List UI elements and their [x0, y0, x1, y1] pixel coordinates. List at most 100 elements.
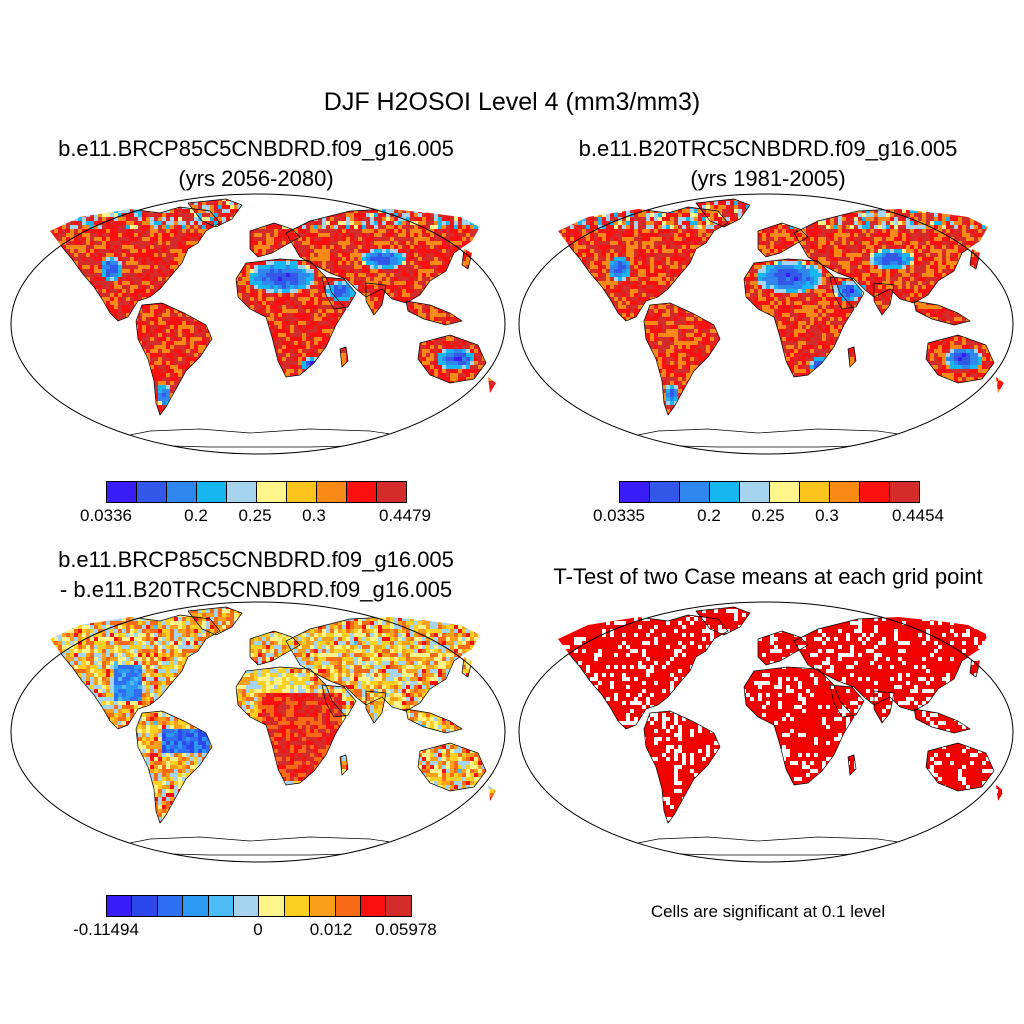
- colorbar-swatch: [287, 482, 317, 502]
- coastline-madagascar: [339, 754, 349, 776]
- panel-2-title-line2: (yrs 1981-2005): [512, 164, 1024, 194]
- colorbar-tick-label: 0.3: [302, 506, 326, 526]
- panel-2-map: [518, 193, 1014, 455]
- colorbar-swatch: [360, 896, 387, 916]
- panel-4-title-line1: T-Test of two Case means at each grid po…: [512, 562, 1024, 592]
- coastline-australia: [417, 742, 487, 792]
- coastline-greenland: [695, 606, 751, 636]
- colorbar-tick-label: 0.0336: [80, 506, 132, 526]
- colorbar-swatch: [137, 482, 167, 502]
- map-boundary: [518, 193, 1014, 455]
- coastline-samerica: [643, 710, 721, 824]
- coastline-samerica: [135, 710, 213, 824]
- coastline-greenland: [187, 198, 243, 228]
- coastline-india: [365, 282, 387, 316]
- coastline-namerica: [557, 206, 729, 322]
- coastline-namerica: [49, 206, 221, 322]
- colorbar-swatch: [107, 482, 137, 502]
- coastline-madagascar: [847, 346, 857, 368]
- map-field-cells: [50, 199, 496, 415]
- colorbar-swatch: [377, 482, 406, 502]
- colorbar-tick-label: 0.4479: [379, 506, 431, 526]
- colorbar-swatch: [208, 896, 234, 916]
- coastline-greenland: [695, 198, 751, 228]
- colorbar-swatch: [890, 482, 919, 502]
- map-field-cells: [50, 607, 496, 823]
- coastline-seasia: [405, 708, 463, 734]
- colorbar-tick-label: 0.4454: [892, 506, 944, 526]
- colorbar-swatch: [386, 896, 411, 916]
- colorbar-swatch: [335, 896, 361, 916]
- map-boundary: [10, 601, 506, 863]
- coastline-namerica: [557, 614, 729, 730]
- coastline-arabia: [829, 684, 865, 718]
- colorbar-tick-label: 0.25: [751, 506, 784, 526]
- coastline-greenland: [187, 606, 243, 636]
- colorbar-swatch: [770, 482, 800, 502]
- coastline-seasia: [405, 300, 463, 326]
- colorbar-swatch: [317, 482, 347, 502]
- panel-4-title: T-Test of two Case means at each grid po…: [512, 562, 1024, 592]
- figure-title: DJF H2OSOI Level 4 (mm3/mm3): [0, 88, 1024, 117]
- significance-note: Cells are significant at 0.1 level: [512, 902, 1024, 922]
- coastline-namerica: [49, 614, 221, 730]
- coastline-seasia: [913, 708, 971, 734]
- coastline-antarctica: [109, 836, 412, 856]
- map-field-cells: [558, 199, 1004, 415]
- colorbar-tick-label: 0.0335: [593, 506, 645, 526]
- panel-2-colorbar: [619, 481, 920, 503]
- coastline-antarctica: [109, 428, 412, 448]
- panel-3-title-line2: - b.e11.B20TRC5CNBDRD.f09_g16.005: [0, 575, 512, 605]
- colorbar-tick-label: -0.11494: [73, 920, 139, 940]
- coastline-seasia: [913, 300, 971, 326]
- coastline-antarctica: [617, 428, 920, 448]
- colorbar-swatch: [710, 482, 740, 502]
- colorbar-tick-label: 0.012: [310, 920, 353, 940]
- colorbar-swatch: [227, 482, 257, 502]
- colorbar-swatch: [650, 482, 680, 502]
- coastline-arabia: [829, 276, 865, 310]
- colorbar-swatch: [197, 482, 227, 502]
- coastline-arabia: [321, 276, 357, 310]
- coastline-australia: [925, 742, 995, 792]
- panel-3-title-line1: b.e11.BRCP85C5CNBDRD.f09_g16.005: [0, 545, 512, 575]
- coastline-australia: [925, 334, 995, 384]
- coastline-africa: [235, 258, 347, 378]
- colorbar-swatch: [620, 482, 650, 502]
- coastline-europe: [249, 222, 301, 258]
- colorbar-swatch: [860, 482, 890, 502]
- colorbar-swatch: [740, 482, 770, 502]
- colorbar-tick-label: 0.2: [184, 506, 208, 526]
- colorbar-swatch: [830, 482, 860, 502]
- map-boundary: [518, 601, 1014, 863]
- colorbar-swatch: [310, 896, 336, 916]
- panel-1-title-line1: b.e11.BRCP85C5CNBDRD.f09_g16.005: [0, 134, 512, 164]
- panel-3-title: b.e11.BRCP85C5CNBDRD.f09_g16.005 - b.e11…: [0, 545, 512, 605]
- panel-4-map: [518, 601, 1014, 863]
- coastline-madagascar: [339, 346, 349, 368]
- coastline-antarctica: [617, 836, 920, 856]
- coastline-africa: [743, 258, 855, 378]
- colorbar-swatch: [259, 896, 285, 916]
- panel-1-map: [10, 193, 506, 455]
- panel-1-title-line2: (yrs 2056-2080): [0, 164, 512, 194]
- coastline-india: [873, 282, 895, 316]
- colorbar-tick-label: 0.05978: [375, 920, 436, 940]
- map-field-cells: [558, 607, 1004, 823]
- colorbar-swatch: [233, 896, 260, 916]
- colorbar-swatch: [680, 482, 710, 502]
- panel-1-colorbar: [106, 481, 407, 503]
- panel-2-title-line1: b.e11.B20TRC5CNBDRD.f09_g16.005: [512, 134, 1024, 164]
- coastline-samerica: [135, 302, 213, 416]
- colorbar-tick-label: 0.2: [697, 506, 721, 526]
- colorbar-tick-label: 0: [253, 920, 262, 940]
- coastline-arabia: [321, 684, 357, 718]
- colorbar-swatch: [347, 482, 377, 502]
- coastline-india: [873, 690, 895, 724]
- panel-2-title: b.e11.B20TRC5CNBDRD.f09_g16.005 (yrs 198…: [512, 134, 1024, 194]
- panel-1-title: b.e11.BRCP85C5CNBDRD.f09_g16.005 (yrs 20…: [0, 134, 512, 194]
- panel-3-map: [10, 601, 506, 863]
- colorbar-swatch: [800, 482, 830, 502]
- coastline-europe: [757, 630, 809, 666]
- panel-3-colorbar: [106, 895, 412, 917]
